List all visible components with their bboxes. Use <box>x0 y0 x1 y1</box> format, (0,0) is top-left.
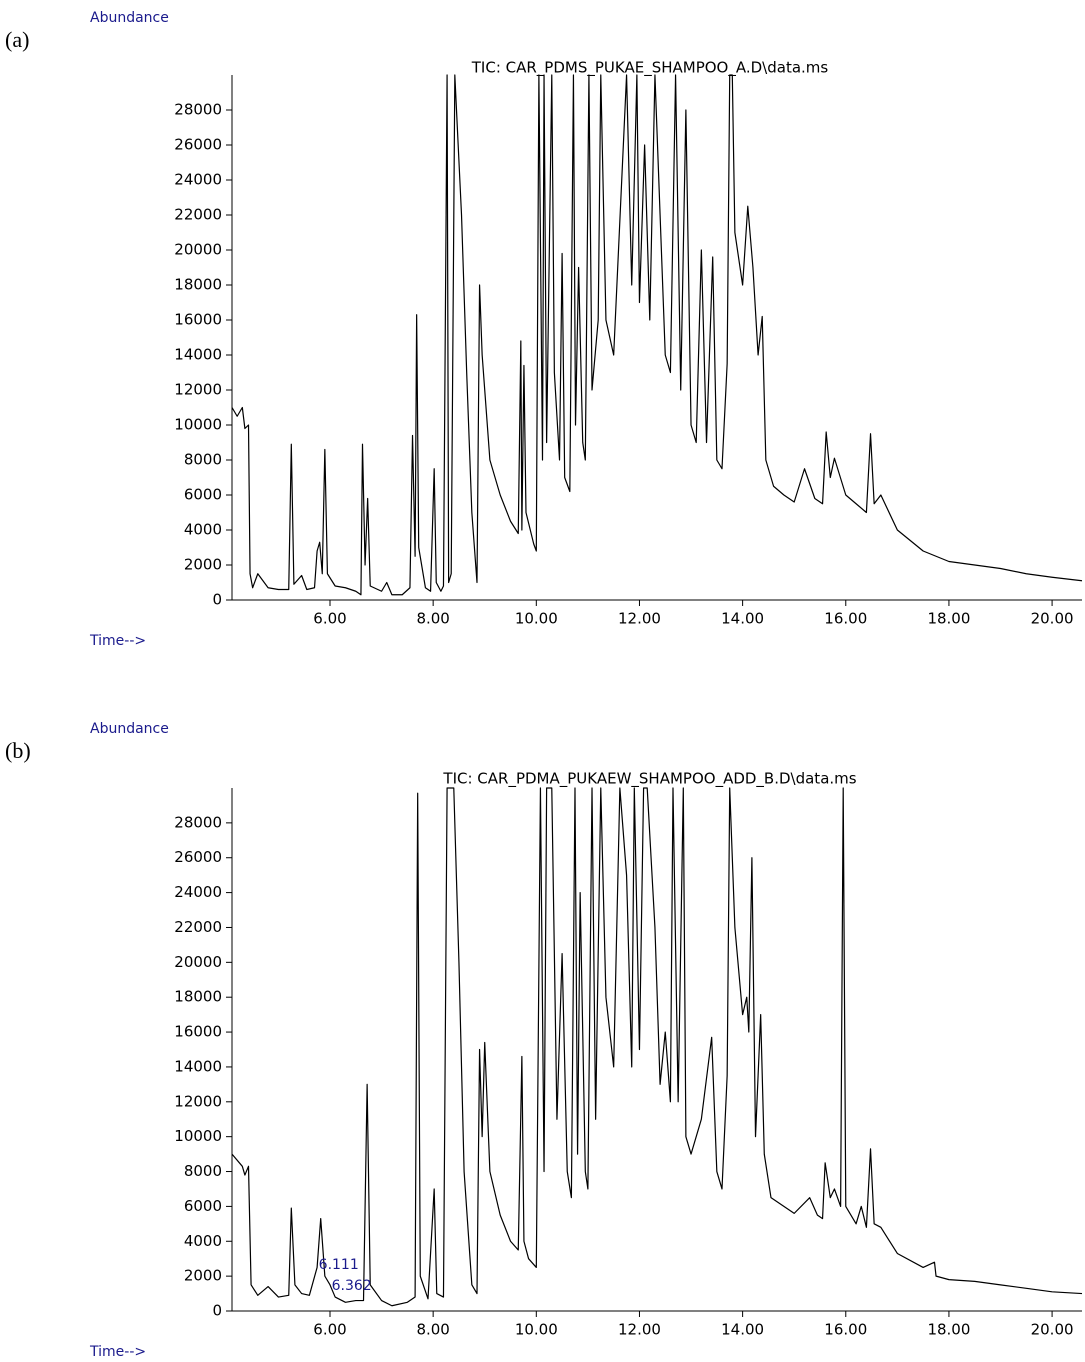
y-tick-label: 10000 <box>174 416 222 434</box>
chart-title: TIC: CAR_PDMS_PUKAE_SHAMPOO_A.D\data.ms <box>471 59 829 78</box>
y-tick-label: 22000 <box>174 206 222 224</box>
y-tick-label: 14000 <box>174 1057 222 1075</box>
y-axis-label: Abundance <box>90 10 169 26</box>
y-tick-label: 12000 <box>174 381 222 399</box>
y-tick-label: 22000 <box>174 918 222 936</box>
panel-label: (a) <box>5 27 29 52</box>
x-tick-label: 18.00 <box>927 1321 970 1339</box>
y-tick-label: 24000 <box>174 883 222 901</box>
y-tick-label: 12000 <box>174 1092 222 1110</box>
y-tick-label: 28000 <box>174 813 222 831</box>
x-tick-label: 16.00 <box>824 1321 867 1339</box>
y-tick-label: 16000 <box>174 1023 222 1041</box>
x-tick-label: 6.00 <box>313 610 346 628</box>
y-tick-label: 20000 <box>174 241 222 259</box>
x-tick-label: 10.00 <box>515 1321 558 1339</box>
y-tick-label: 20000 <box>174 953 222 971</box>
tic-trace <box>231 787 1083 1307</box>
tic-trace <box>231 74 1083 596</box>
y-tick-label: 8000 <box>184 1162 222 1180</box>
y-tick-label: 28000 <box>174 101 222 119</box>
x-tick-label: 16.00 <box>824 610 867 628</box>
y-tick-label: 8000 <box>184 451 222 469</box>
peak-label: 6.111 <box>319 1257 359 1273</box>
y-tick-label: 10000 <box>174 1127 222 1145</box>
y-tick-label: 0 <box>212 591 222 609</box>
x-tick-label: 12.00 <box>618 1321 661 1339</box>
y-tick-label: 26000 <box>174 848 222 866</box>
x-axis-label: Time--> <box>89 633 146 649</box>
y-tick-label: 6000 <box>184 486 222 504</box>
y-tick-label: 18000 <box>174 988 222 1006</box>
y-tick-label: 26000 <box>174 136 222 154</box>
y-tick-label: 4000 <box>184 521 222 539</box>
x-tick-label: 6.00 <box>313 1321 346 1339</box>
x-tick-label: 20.00 <box>1031 610 1074 628</box>
x-tick-label: 10.00 <box>515 610 558 628</box>
x-tick-label: 8.00 <box>416 1321 449 1339</box>
panel-label: (b) <box>5 738 31 763</box>
x-tick-label: 20.00 <box>1031 1321 1074 1339</box>
y-tick-label: 2000 <box>184 1267 222 1285</box>
x-tick-label: 14.00 <box>721 610 764 628</box>
y-tick-label: 16000 <box>174 311 222 329</box>
x-tick-label: 12.00 <box>618 610 661 628</box>
x-tick-label: 18.00 <box>927 610 970 628</box>
chart-title: TIC: CAR_PDMA_PUKAEW_SHAMPOO_ADD_B.D\dat… <box>442 770 856 789</box>
x-axis-label: Time--> <box>89 1344 146 1360</box>
x-tick-label: 14.00 <box>721 1321 764 1339</box>
y-tick-label: 24000 <box>174 171 222 189</box>
y-axis-label: Abundance <box>90 721 169 737</box>
y-tick-label: 4000 <box>184 1232 222 1250</box>
y-tick-label: 18000 <box>174 276 222 294</box>
y-tick-label: 0 <box>212 1302 222 1320</box>
y-tick-label: 6000 <box>184 1197 222 1215</box>
peak-label: 6.362 <box>332 1278 372 1294</box>
y-tick-label: 2000 <box>184 556 222 574</box>
y-tick-label: 14000 <box>174 346 222 364</box>
x-tick-label: 8.00 <box>416 610 449 628</box>
